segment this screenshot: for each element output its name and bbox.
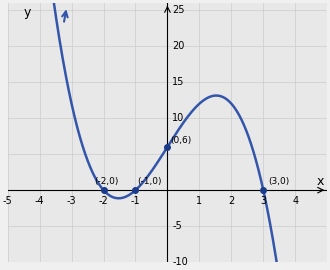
Text: -1: -1 (131, 196, 140, 206)
Text: 15: 15 (172, 77, 184, 87)
Text: (-2,0): (-2,0) (94, 177, 118, 186)
Text: (3,0): (3,0) (268, 177, 289, 186)
Text: -4: -4 (35, 196, 45, 206)
Text: 2: 2 (228, 196, 235, 206)
Text: 10: 10 (172, 113, 184, 123)
Text: 20: 20 (172, 41, 184, 51)
Text: x: x (317, 175, 324, 188)
Text: -5: -5 (172, 221, 182, 231)
Text: -3: -3 (67, 196, 76, 206)
Text: y: y (24, 6, 31, 19)
Text: 3: 3 (260, 196, 266, 206)
Text: -10: -10 (172, 257, 188, 267)
Text: (-1,0): (-1,0) (137, 177, 162, 186)
Text: 4: 4 (292, 196, 298, 206)
Text: 25: 25 (172, 5, 185, 15)
Text: 1: 1 (196, 196, 203, 206)
Text: -5: -5 (3, 196, 13, 206)
Text: -2: -2 (99, 196, 108, 206)
Text: (0,6): (0,6) (171, 136, 192, 145)
